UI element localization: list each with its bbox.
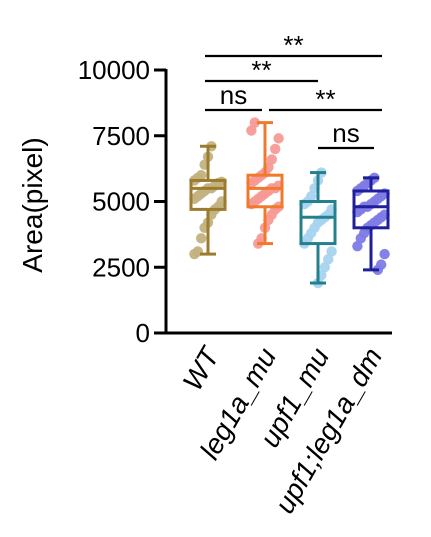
y-tick-label: 5000 xyxy=(92,187,150,217)
box-1 xyxy=(246,121,284,246)
significance-label: ** xyxy=(251,55,271,85)
significance-label: ** xyxy=(283,30,303,60)
data-point xyxy=(249,117,260,128)
significance-bracket: ns xyxy=(205,80,262,112)
significance-label: ns xyxy=(332,118,359,148)
x-tick-label: WT xyxy=(177,341,227,396)
significance-label: ns xyxy=(220,80,247,110)
y-tick-label: 7500 xyxy=(92,121,150,151)
data-point xyxy=(376,259,387,270)
box-3 xyxy=(352,176,390,272)
y-tick-label: 10000 xyxy=(78,55,150,85)
data-point xyxy=(306,191,317,202)
box-iqr xyxy=(299,200,337,246)
data-point xyxy=(246,125,257,136)
significance-bracket: ** xyxy=(205,55,318,85)
y-axis-label: Area(pixel) xyxy=(17,137,48,272)
data-point xyxy=(273,133,284,144)
y-tick-label: 2500 xyxy=(92,252,150,282)
significance-bracket: ns xyxy=(318,118,374,150)
box-0 xyxy=(189,144,227,256)
data-point xyxy=(196,170,207,181)
data-point xyxy=(266,154,277,165)
data-point xyxy=(196,233,207,244)
data-point xyxy=(319,262,330,273)
data-point xyxy=(379,248,390,260)
data-point xyxy=(326,246,337,257)
y-ticks: 0 2500 5000 7500 10000 xyxy=(78,55,166,348)
box-2 xyxy=(299,171,337,285)
box-iqr xyxy=(352,189,390,230)
data-point xyxy=(323,254,334,265)
significance-bracket: ** xyxy=(269,84,382,114)
significance-bracket: ** xyxy=(205,30,382,60)
data-point xyxy=(270,143,281,155)
significance-brackets: ****ns **ns xyxy=(205,30,382,150)
significance-label: ** xyxy=(315,84,335,114)
boxes xyxy=(189,121,390,285)
box-iqr xyxy=(246,173,284,209)
y-tick-label: 0 xyxy=(136,318,150,348)
box-iqr xyxy=(189,178,227,211)
data-point xyxy=(352,241,363,252)
